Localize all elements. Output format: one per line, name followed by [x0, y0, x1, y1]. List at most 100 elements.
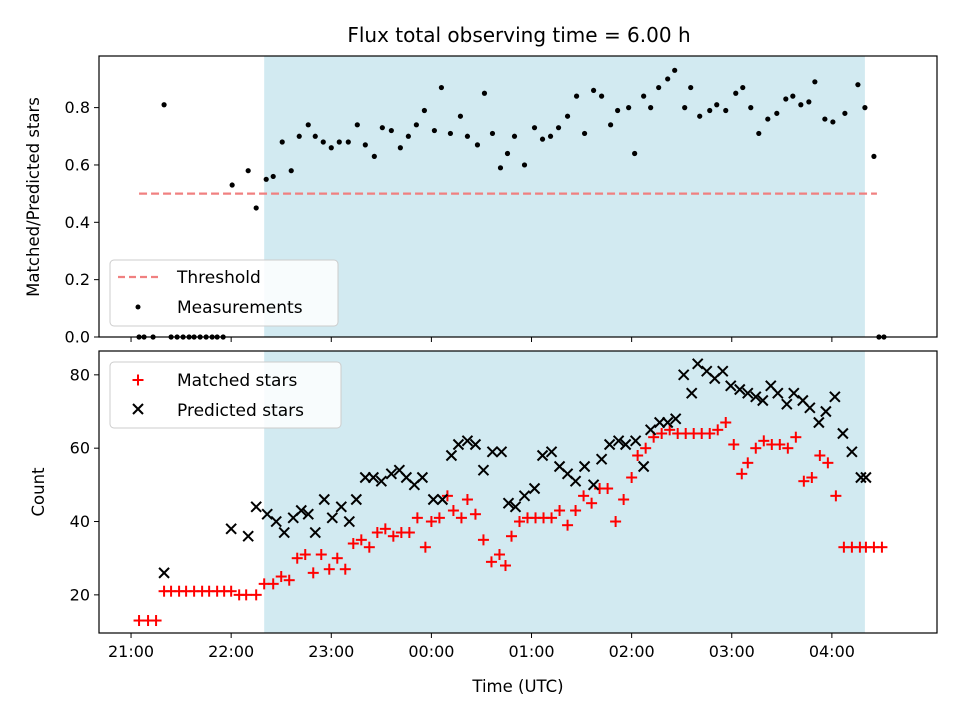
matched-star-point	[355, 534, 367, 546]
matched-star-point	[339, 563, 351, 575]
matched-star-point	[790, 431, 802, 443]
measurement-point	[421, 107, 427, 114]
predicted-star-point	[326, 512, 338, 524]
measurement-point	[723, 107, 729, 114]
matched-star-point	[455, 512, 467, 524]
predicted-star-point	[692, 358, 704, 370]
measurement-point	[871, 153, 877, 159]
predicted-star-point	[772, 387, 784, 399]
predicted-star-point	[502, 497, 515, 509]
measurement-point	[830, 119, 836, 125]
top-y-axis-label: Matched/Predicted stars	[24, 97, 43, 297]
observing-window-bottom	[264, 351, 865, 633]
top-panel: 0.00.20.40.60.8 Matched/Predicted stars …	[24, 55, 938, 347]
predicted-star-point	[717, 365, 729, 377]
measurement-point	[305, 122, 311, 128]
predicted-star-point	[569, 475, 582, 487]
measurement-point	[615, 107, 621, 114]
measurement-point	[336, 139, 342, 145]
measurement-point	[555, 125, 562, 131]
predicted-star-point	[250, 501, 262, 513]
measurement-point	[581, 130, 588, 137]
predicted-star-point	[750, 391, 762, 403]
measurement-point	[438, 84, 445, 91]
measurement-point	[161, 102, 167, 108]
matched-star-point	[640, 442, 652, 454]
measurement-point	[279, 139, 285, 145]
matched-star-point	[626, 472, 638, 484]
matched-star-point	[712, 424, 724, 436]
predicted-star-point	[385, 468, 398, 480]
predicted-star-point	[486, 446, 499, 458]
predicted-legend-marker	[132, 403, 144, 415]
bottom-panel-frame	[98, 350, 938, 634]
measurement-point	[740, 84, 746, 91]
matched-star-point	[570, 505, 582, 517]
measurement-point	[511, 133, 518, 139]
x-tick-label: 22:00	[208, 642, 254, 661]
matched-star-point	[610, 516, 622, 528]
x-axis-label: Time (UTC)	[471, 677, 563, 696]
matched-star-point	[425, 516, 437, 528]
matched-star-point	[347, 538, 359, 550]
x-tick-label: 01:00	[508, 642, 554, 661]
matched-star-point	[798, 475, 810, 487]
matched-star-point	[411, 512, 423, 524]
measurement-point	[312, 133, 318, 139]
matched-star-point	[150, 615, 162, 627]
predicted-star-point	[469, 438, 482, 451]
matched-star-point	[299, 549, 311, 561]
predicted-star-point	[734, 383, 746, 396]
predicted-star-point	[619, 438, 632, 451]
predicted-star-point	[158, 567, 170, 579]
measurement-point	[733, 90, 739, 96]
matched-star-point	[664, 424, 676, 436]
predicted-star-point	[813, 416, 825, 429]
matched-star-point	[387, 530, 399, 542]
matched-star-point	[586, 497, 598, 509]
measurement-point	[362, 142, 368, 148]
predicted-star-point	[261, 508, 273, 520]
measurement-point	[379, 125, 385, 131]
bottom-x-axis: 21:00 22:00 23:00 00:00 01:00 02:00 03:00 04:00	[108, 633, 855, 661]
measurement-point	[253, 205, 259, 211]
measurement-point	[626, 105, 632, 111]
measurement-point	[756, 130, 762, 137]
measurement-point	[697, 113, 703, 119]
observing-window-top	[264, 56, 865, 337]
matched-star-point	[554, 505, 566, 517]
matched-star-point	[323, 563, 335, 575]
bottom-y-axis: 20 40 60 80	[70, 365, 99, 604]
predicted-star-point	[804, 402, 816, 414]
y-tick-label: 40	[70, 512, 90, 531]
measurement-point	[320, 139, 326, 145]
x-tick-label: 03:00	[709, 642, 755, 661]
matched-star-point	[331, 552, 343, 564]
matched-star-point	[814, 450, 826, 462]
matched-star-point	[602, 483, 614, 495]
matched-star-point	[562, 519, 574, 531]
predicted-star-point	[509, 501, 522, 513]
legend-measurements-label: Measurements	[177, 298, 303, 318]
matched-star-point	[736, 468, 748, 480]
predicted-star-point	[375, 475, 388, 487]
measurements-legend-marker	[135, 304, 141, 310]
matched-star-point	[758, 435, 770, 447]
predicted-star-point	[669, 413, 682, 425]
measurement-point	[229, 182, 235, 188]
measurement-point	[672, 67, 678, 73]
matched-star-point	[225, 585, 237, 597]
measurement-point	[328, 145, 334, 151]
measurement-point	[855, 82, 861, 88]
matched-star-point	[447, 505, 459, 517]
matched-star-point	[307, 567, 319, 579]
measurement-point	[481, 90, 488, 96]
measurement-point	[842, 110, 848, 116]
measurement-point	[765, 116, 771, 122]
predicted-star-point	[820, 405, 832, 418]
matched-star-point	[505, 530, 517, 542]
measurement-point	[798, 102, 804, 108]
matched-star-point	[830, 490, 842, 502]
measurement-point	[564, 113, 571, 119]
